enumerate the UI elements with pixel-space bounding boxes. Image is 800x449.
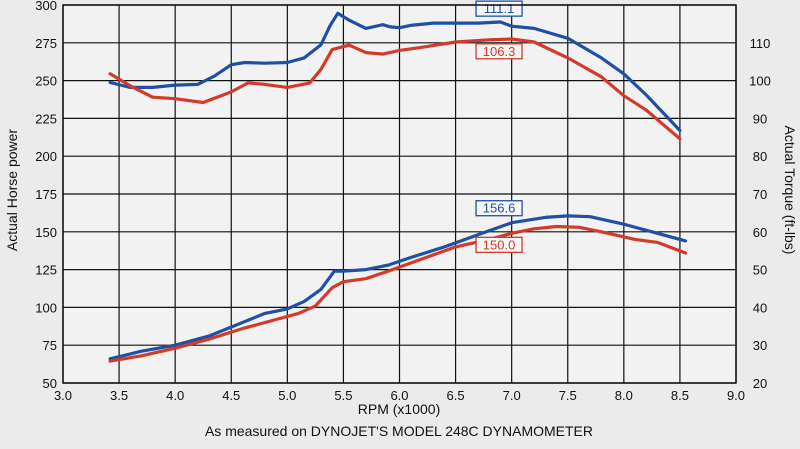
- x-axis-label: RPM (x1000): [358, 401, 440, 417]
- y-left-tick-label: 125: [35, 263, 57, 278]
- series-layer: [108, 11, 688, 363]
- x-tick-label: 6.5: [447, 388, 465, 403]
- value-callout-label: 150.0: [483, 237, 516, 252]
- x-tick-label: 4.0: [166, 388, 184, 403]
- y-right-axis-label: Actual Torque (ft-lbs): [782, 126, 798, 255]
- y-left-tick-labels: 50 75 100 125 150 175 200 225 250 275 300: [35, 0, 57, 391]
- y-left-axis-label: Actual Horse power: [4, 129, 20, 252]
- x-tick-label: 9.0: [727, 388, 745, 403]
- value-callout-box: [475, 200, 523, 217]
- x-tick-label: 5.0: [278, 388, 296, 403]
- blue-torque-line: [108, 11, 682, 133]
- x-tick-label: 4.5: [222, 388, 240, 403]
- y-right-tick-label: 100: [749, 74, 771, 89]
- y-right-tick-label: 20: [753, 376, 767, 391]
- x-tick-label: 8.0: [615, 388, 633, 403]
- y-right-tick-label: 110: [750, 36, 771, 51]
- y-left-tick-label: 225: [35, 111, 57, 126]
- y-left-tick-label: 75: [43, 338, 57, 353]
- x-tick-labels: 3.0 3.5 4.0 4.5 5.0 5.5 6.0 6.5 7.0 7.5 8.0 8.5 9.0: [54, 388, 745, 403]
- blue-hp-line: [108, 214, 688, 361]
- x-tick-label: 3.5: [110, 388, 128, 403]
- y-left-tick-label: 50: [43, 376, 57, 391]
- y-left-tick-label: 150: [35, 225, 57, 240]
- y-right-tick-label: 90: [753, 111, 767, 126]
- y-right-tick-label: 60: [753, 225, 767, 240]
- y-right-tick-labels: 20 30 40 50 60 70 80 90 100 110: [749, 36, 771, 391]
- value-callout-label: 156.6: [483, 201, 516, 216]
- plot-frame: [62, 4, 737, 384]
- y-left-tick-label: 275: [35, 36, 57, 51]
- y-right-tick-label: 40: [753, 300, 767, 315]
- y-right-tick-label: 50: [753, 263, 767, 278]
- y-right-tick-label: 30: [753, 338, 767, 353]
- x-tick-label: 3.0: [54, 388, 72, 403]
- caption: As measured on DYNOJET'S MODEL 248C DYNA…: [205, 423, 593, 439]
- y-left-tick-label: 250: [35, 74, 57, 89]
- red-torque-line: [108, 37, 682, 141]
- x-tick-label: 8.5: [671, 388, 689, 403]
- x-tick-label: 6.0: [390, 388, 408, 403]
- value-callout-label: 106.3: [483, 44, 516, 59]
- value-callout-label: 111.1: [484, 1, 515, 16]
- x-tick-label: 5.5: [334, 388, 352, 403]
- y-left-tick-label: 175: [35, 187, 57, 202]
- value-callout-box: [475, 236, 523, 253]
- y-left-tick-label: 300: [35, 0, 57, 13]
- red-hp-line: [108, 224, 688, 363]
- value-callout-box: [475, 43, 523, 60]
- grid: [62, 4, 737, 384]
- y-right-tick-label: 70: [753, 187, 767, 202]
- x-tick-label: 7.0: [503, 388, 521, 403]
- y-right-tick-label: 80: [753, 149, 767, 164]
- y-left-tick-label: 200: [35, 149, 57, 164]
- y-left-tick-label: 100: [35, 300, 57, 315]
- x-tick-label: 7.5: [559, 388, 577, 403]
